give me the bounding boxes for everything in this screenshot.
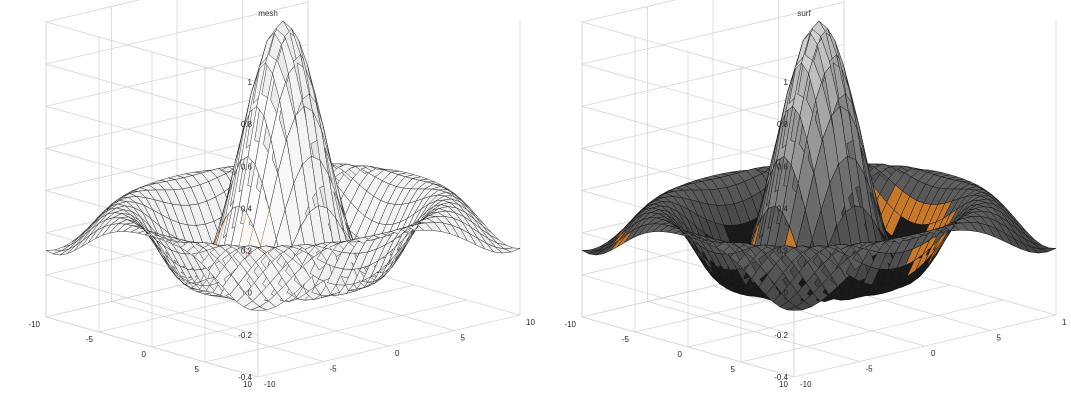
z-tick-label: 0.8 (777, 120, 789, 129)
surf-tick-labels: -0.4 -0.2 0 0.2 0.4 0.6 0.8 1 -10 -5 0 5 10 -10 -5 0 5 1 (564, 78, 1067, 389)
z-tick-label: 0.8 (241, 120, 253, 129)
wall-grid-line (45, 0, 141, 23)
floor-grid-line (257, 314, 521, 378)
wall-grid-line (581, 105, 795, 167)
wall-grid-line (45, 21, 259, 83)
floor-grid-line (151, 284, 415, 348)
mesh-chart: -0.4 -0.2 0 0.2 0.4 0.6 0.8 1 -10 -5 0 5 10 -10 -5 0 5 10… (0, 0, 535, 420)
z-tick-label: 0 (248, 289, 253, 298)
z-tick-label: 1 (784, 78, 789, 87)
mesh-chart-svg: -0.4 -0.2 0 0.2 0.4 0.6 0.8 1 -10 -5 0 5 10 -10 -5 0 5 10… (28, 0, 535, 389)
y-tick-label: -10 (564, 320, 576, 329)
wall-grid-line (45, 63, 259, 125)
wall-grid-line (581, 316, 795, 378)
y-tick-label: -5 (622, 335, 630, 344)
y-tick-label: 0 (142, 350, 147, 359)
z-tick-label: 0.4 (241, 204, 253, 213)
surf-chart: -0.4 -0.2 0 0.2 0.4 0.6 0.8 1 -10 -5 0 5 10 -10 -5 0 5 1 … (536, 0, 1071, 420)
mesh-title: mesh (258, 9, 278, 18)
y-tick-label: -5 (86, 335, 94, 344)
wall-grid-line (45, 316, 259, 378)
y-tick-label: 10 (243, 380, 252, 389)
wall-grid-line (581, 0, 677, 23)
surf-title: surf (797, 9, 811, 18)
surf-surface (581, 20, 1057, 311)
z-tick-label: 0.2 (241, 247, 253, 256)
x-tick-label: 5 (461, 334, 466, 343)
wall-grid-line (45, 1, 309, 65)
x-tick-label: 0 (931, 349, 936, 358)
z-tick-label: 0 (784, 289, 789, 298)
wall-grid-line (581, 63, 795, 125)
x-tick-label: -10 (800, 380, 812, 389)
z-tick-label: 0.4 (777, 204, 789, 213)
y-tick-label: 5 (195, 365, 200, 374)
surface-patch (1039, 247, 1057, 253)
x-tick-label: -5 (330, 365, 338, 374)
x-tick-label: -5 (866, 365, 874, 374)
z-tick-label: -0.4 (774, 373, 788, 382)
z-tick-label: 0.6 (777, 162, 789, 171)
wall-grid-line (581, 274, 795, 336)
z-tick-label: -0.4 (238, 373, 252, 382)
wall-grid-line (581, 21, 795, 83)
z-tick-label: 0.6 (241, 162, 253, 171)
floor-grid-line (740, 299, 1004, 363)
y-tick-label: 10 (779, 380, 788, 389)
y-tick-label: 0 (678, 350, 683, 359)
mesh-surface (45, 20, 521, 311)
z-tick-label: -0.2 (238, 331, 252, 340)
z-tick-label: 0.2 (777, 247, 789, 256)
mesh-tick-labels: -0.4 -0.2 0 0.2 0.4 0.6 0.8 1 -10 -5 0 5 10 -10 -5 0 5 10 (28, 78, 535, 389)
x-tick-label: 0 (395, 349, 400, 358)
z-tick-label: 1 (248, 78, 253, 87)
wall-grid-line (45, 274, 259, 336)
wall-grid-line (581, 1, 845, 65)
wall-grid-line (45, 105, 259, 167)
x-tick-label: 1 (1062, 318, 1067, 327)
floor-grid-line (793, 314, 1057, 378)
x-tick-label: -10 (264, 380, 276, 389)
floor-grid-line (687, 284, 951, 348)
z-tick-label: -0.2 (774, 331, 788, 340)
floor-grid-line (204, 299, 468, 363)
y-tick-label: -10 (28, 320, 40, 329)
x-tick-label: 10 (526, 318, 535, 327)
y-tick-label: 5 (731, 365, 736, 374)
x-tick-label: 5 (997, 334, 1002, 343)
surface-patch (503, 247, 521, 253)
